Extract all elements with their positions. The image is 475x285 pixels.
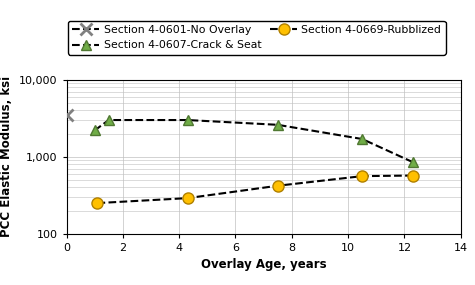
Section 4-0607-Crack & Seat	[92, 129, 97, 132]
Section 4-0669-Rubblized	[275, 184, 281, 188]
Section 4-0669-Rubblized	[359, 174, 365, 178]
Line: Section 4-0607-Crack & Seat: Section 4-0607-Crack & Seat	[90, 115, 418, 167]
Legend: Section 4-0601-No Overlay, Section 4-0607-Crack & Seat, Section 4-0669-Rubblized: Section 4-0601-No Overlay, Section 4-060…	[68, 21, 446, 55]
Section 4-0607-Crack & Seat	[410, 160, 416, 164]
Section 4-0607-Crack & Seat	[106, 118, 112, 122]
Section 4-0669-Rubblized	[95, 201, 100, 205]
Line: Section 4-0669-Rubblized: Section 4-0669-Rubblized	[92, 170, 418, 209]
Section 4-0669-Rubblized	[410, 174, 416, 177]
Section 4-0607-Crack & Seat	[185, 118, 190, 122]
Section 4-0669-Rubblized	[185, 196, 190, 200]
Section 4-0607-Crack & Seat	[275, 123, 281, 127]
Y-axis label: PCC Elastic Modulus, ksi: PCC Elastic Modulus, ksi	[0, 76, 13, 237]
Section 4-0607-Crack & Seat	[359, 137, 365, 141]
X-axis label: Overlay Age, years: Overlay Age, years	[201, 258, 326, 271]
